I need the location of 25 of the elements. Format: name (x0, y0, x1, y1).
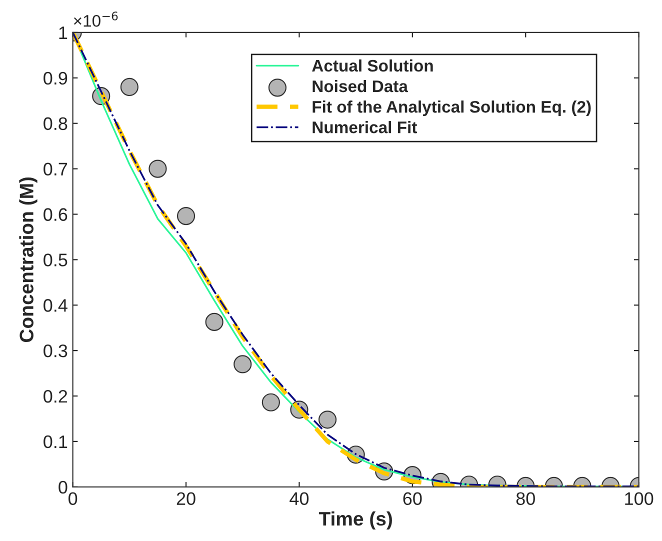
y-tick-label: 1 (59, 26, 68, 39)
legend-label: Fit of the Analytical Solution Eq. (2) (312, 100, 591, 116)
legend-label: Actual Solution (312, 59, 433, 72)
x-tick-label: 0 (68, 492, 78, 506)
y-tick-label: 0.7 (44, 162, 68, 176)
y-tick-label: 0.3 (44, 344, 68, 358)
y-tick-label: 0.6 (44, 208, 68, 221)
y-tick-label: 0.1 (44, 435, 68, 448)
x-axis-title: Time (s) (318, 511, 392, 530)
text: ×10$^{−6}$ (74, 12, 118, 27)
x-tick-label: 100 (625, 492, 654, 506)
y-tick-label: 0.5 (44, 254, 68, 266)
y-tick-label: 0.4 (44, 299, 68, 312)
y-tick-label: 0.8 (44, 117, 68, 130)
x-tick-label: 20 (176, 492, 196, 506)
line-series (72, 32, 639, 487)
x-tick-label: 80 (516, 492, 535, 506)
y-tick-label: 0 (58, 480, 68, 494)
y-tick-label: 0.9 (44, 72, 68, 85)
x-tick-label: 40 (290, 492, 309, 506)
y-tick-label: 0.2 (44, 390, 68, 403)
legend-label: Noised Data (312, 80, 408, 92)
legend-label: Numerical Fit (312, 121, 418, 134)
y-axis-title: Concentration (M) (19, 177, 38, 342)
x-tick-label: 60 (403, 492, 422, 506)
